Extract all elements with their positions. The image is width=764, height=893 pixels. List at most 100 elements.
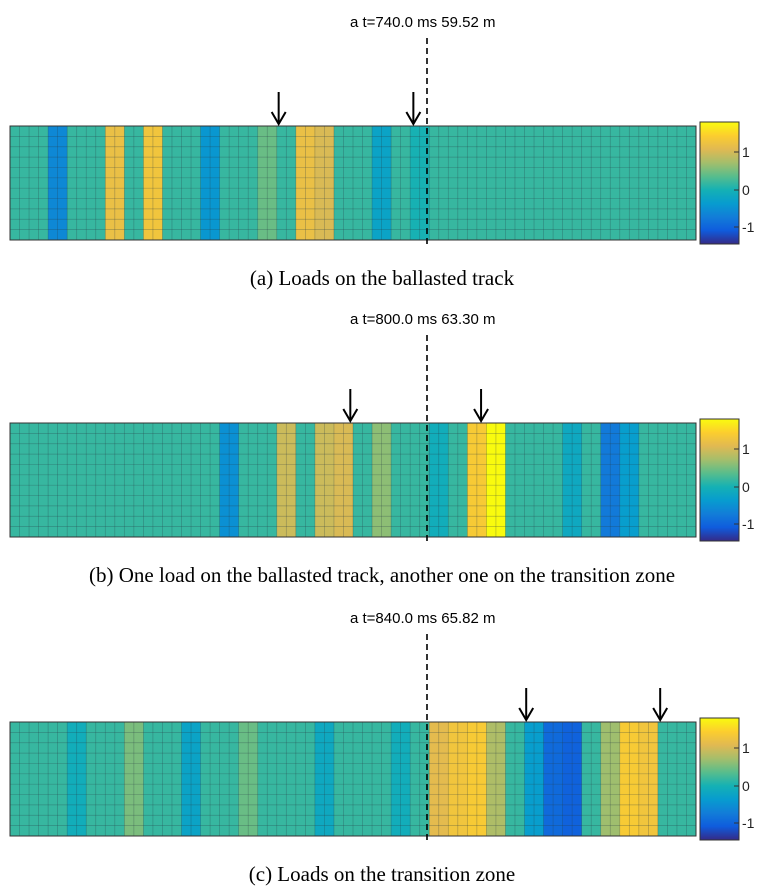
load-arrow-icon: [473, 389, 489, 423]
field-column: [657, 423, 678, 537]
colorbar-tick-label: -1: [742, 815, 755, 831]
field-column: [543, 423, 564, 537]
field-column: [467, 126, 487, 240]
field-column: [600, 126, 621, 240]
field-column: [276, 423, 297, 537]
field-column: [200, 126, 221, 240]
field-column: [276, 722, 297, 836]
field-column: [219, 423, 240, 537]
field-column: [333, 722, 354, 836]
field-column: [86, 722, 106, 836]
load-arrow-icon: [652, 688, 669, 722]
field-column: [581, 722, 602, 836]
colorbar-tick-label: 0: [742, 182, 750, 198]
field-border: [9, 422, 697, 538]
field-column: [333, 126, 354, 240]
field-column: [353, 126, 373, 240]
field-column: [429, 722, 449, 836]
field-column: [162, 126, 182, 240]
field-column: [181, 126, 202, 240]
field-column: [181, 722, 202, 836]
load-arrow-icon: [518, 688, 535, 722]
field-column: [333, 423, 354, 537]
field-column: [181, 423, 202, 537]
field-column: [257, 722, 278, 836]
field-column: [372, 126, 392, 240]
field-column: [124, 423, 144, 537]
field-column: [410, 722, 430, 836]
field-column: [295, 423, 316, 537]
field-column: [676, 126, 697, 240]
field-column: [467, 423, 487, 537]
field-column: [10, 126, 30, 240]
field-column: [638, 126, 659, 240]
colorbar-tick-label: 1: [742, 144, 750, 160]
colorbar-tick-label: -1: [742, 516, 755, 532]
field-column: [410, 423, 430, 537]
field-column: [314, 722, 335, 836]
colorbar-tick-label: 1: [742, 441, 750, 457]
field-column: [391, 423, 411, 537]
field-column: [524, 423, 545, 537]
field-column: [429, 423, 449, 537]
field-column: [505, 722, 525, 836]
field-column: [448, 722, 468, 836]
field-column: [505, 126, 525, 240]
field-column: [143, 722, 163, 836]
field-column: [29, 722, 49, 836]
field-column: [10, 722, 30, 836]
field-column: [238, 423, 259, 537]
field-column: [448, 423, 468, 537]
field-column: [657, 722, 678, 836]
field-column: [219, 126, 240, 240]
colorbar-tick-label: 0: [742, 778, 750, 794]
colorbar: [699, 418, 740, 542]
field-column: [162, 423, 182, 537]
field-column: [200, 423, 221, 537]
field-column: [48, 126, 68, 240]
panel-caption: (b) One load on the ballasted track, ano…: [88, 563, 676, 587]
field-column: [143, 126, 163, 240]
field-column: [676, 423, 697, 537]
field-column: [486, 423, 506, 537]
field-column: [600, 722, 621, 836]
field-column: [314, 423, 335, 537]
field-column: [124, 126, 144, 240]
field-column: [505, 423, 525, 537]
field-column: [562, 126, 583, 240]
field-column: [486, 126, 506, 240]
field-column: [486, 722, 506, 836]
field-column: [10, 423, 30, 537]
colorbar-tick-label: 0: [742, 479, 750, 495]
field-column: [67, 423, 87, 537]
field-column: [562, 722, 583, 836]
field-column: [372, 423, 392, 537]
field-column: [124, 722, 144, 836]
colorbar-tick-label: -1: [742, 219, 755, 235]
field-column: [638, 722, 659, 836]
field-column: [105, 423, 125, 537]
field-column: [238, 722, 259, 836]
panel-title: a t=740.0 ms 59.52 m: [350, 14, 496, 31]
field-column: [391, 126, 411, 240]
panel-caption: (a) Loads on the ballasted track: [249, 266, 515, 290]
field-column: [86, 423, 106, 537]
field-column: [543, 126, 564, 240]
field-column: [657, 126, 678, 240]
field-column: [314, 126, 335, 240]
panel-figure: 1 0 -1: [9, 634, 755, 844]
field-column: [257, 423, 278, 537]
field-column: [219, 722, 240, 836]
field-column: [353, 722, 373, 836]
field-column: [67, 722, 87, 836]
field-column: [200, 722, 221, 836]
field-column: [619, 126, 640, 240]
field-column: [543, 722, 564, 836]
field-column: [353, 423, 373, 537]
colorbar: [699, 121, 740, 245]
field-column: [86, 126, 106, 240]
field-column: [29, 126, 49, 240]
field-column: [257, 126, 278, 240]
colorbar-tick-label: 1: [742, 740, 750, 756]
field-column: [619, 722, 640, 836]
